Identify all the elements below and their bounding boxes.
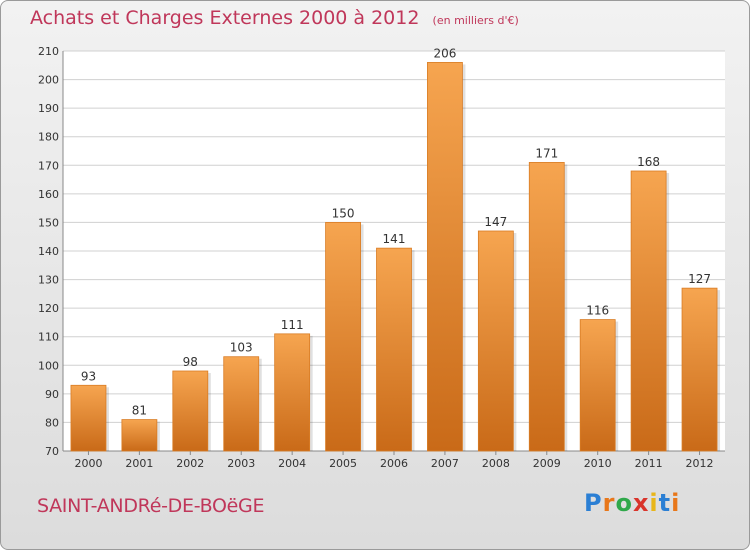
logo-letter: P xyxy=(584,489,603,517)
y-tick-label: 130 xyxy=(38,274,59,287)
y-tick-label: 90 xyxy=(45,388,59,401)
bar-value-label: 127 xyxy=(688,272,711,286)
x-tick-label: 2003 xyxy=(227,457,255,470)
x-tick-label: 2006 xyxy=(380,457,408,470)
bar-value-label: 171 xyxy=(535,146,558,160)
y-tick-label: 160 xyxy=(38,188,59,201)
bar xyxy=(528,162,565,452)
title-row: Achats et Charges Externes 2000 à 2012 (… xyxy=(30,7,519,29)
logo-letter: o xyxy=(615,489,633,517)
bar xyxy=(325,222,361,452)
x-tick-label: 2005 xyxy=(329,457,357,470)
bar-value-label: 206 xyxy=(433,46,456,60)
logo-letter: i xyxy=(671,489,681,517)
y-tick-label: 150 xyxy=(38,216,59,229)
x-tick-label: 2007 xyxy=(431,457,459,470)
y-tick-label: 80 xyxy=(45,416,59,429)
bar xyxy=(427,62,463,452)
chart-title: Achats et Charges Externes 2000 à 2012 xyxy=(30,7,420,29)
x-tick-label: 2002 xyxy=(176,457,204,470)
y-tick-label: 110 xyxy=(38,331,59,344)
y-tick-label: 120 xyxy=(38,302,59,315)
x-tick-label: 2008 xyxy=(482,457,510,470)
bar-value-label: 168 xyxy=(637,155,660,169)
x-tick-label: 2004 xyxy=(278,457,306,470)
bar xyxy=(70,384,107,452)
chart-subtitle: (en milliers d'€) xyxy=(432,14,519,27)
bar-value-label: 111 xyxy=(281,318,304,332)
logo-letter: i xyxy=(649,489,659,517)
bar xyxy=(630,170,667,452)
x-tick-label: 2010 xyxy=(584,457,612,470)
proxiti-logo[interactable]: Proxiti xyxy=(584,489,680,517)
y-tick-label: 100 xyxy=(38,359,59,372)
y-tick-label: 170 xyxy=(38,159,59,172)
bar xyxy=(172,370,209,452)
bar xyxy=(223,356,260,452)
bar-value-label: 147 xyxy=(484,215,507,229)
x-tick-label: 2011 xyxy=(635,457,663,470)
bar-value-label: 98 xyxy=(183,355,198,369)
bar-value-label: 150 xyxy=(332,206,355,220)
bar-value-label: 93 xyxy=(81,369,96,383)
x-tick-label: 2009 xyxy=(533,457,561,470)
bar-value-label: 103 xyxy=(230,341,253,355)
logo-letter: r xyxy=(602,489,616,517)
y-tick-label: 190 xyxy=(38,102,59,115)
y-tick-label: 210 xyxy=(38,45,59,58)
bar xyxy=(579,319,616,452)
x-tick-label: 2000 xyxy=(74,457,102,470)
bar-value-label: 81 xyxy=(132,404,147,418)
town-name: SAINT-ANDRé-DE-BOëGE xyxy=(37,495,265,517)
bar xyxy=(477,230,514,452)
logo-letter: t xyxy=(658,489,672,517)
bar-value-label: 141 xyxy=(383,232,406,246)
logo-letter: x xyxy=(632,489,650,517)
y-tick-label: 180 xyxy=(38,131,59,144)
x-tick-label: 2001 xyxy=(125,457,153,470)
y-tick-label: 200 xyxy=(38,74,59,87)
y-tick-label: 140 xyxy=(38,245,59,258)
y-tick-label: 70 xyxy=(45,445,59,458)
bar xyxy=(681,287,718,452)
bar xyxy=(121,419,158,452)
x-tick-label: 2012 xyxy=(686,457,714,470)
bar xyxy=(376,247,412,452)
bar-value-label: 116 xyxy=(586,304,609,318)
bar xyxy=(274,333,311,452)
